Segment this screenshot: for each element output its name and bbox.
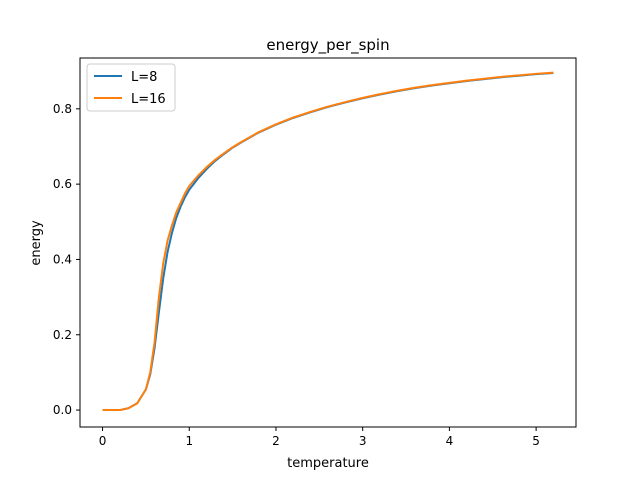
y-axis-label: energy [29, 220, 44, 266]
x-axis-label: temperature [287, 456, 369, 471]
legend-label-l8: L=8 [131, 70, 157, 85]
plot-area-frame [79, 57, 577, 428]
x-tick-label: 5 [532, 434, 540, 448]
series-line-l16 [102, 71, 554, 412]
series-layer [102, 71, 554, 412]
ticks-layer: 0 1 2 3 4 5 0.0 0.2 0.4 0.6 0.8 [53, 102, 540, 448]
chart-title: energy_per_spin [266, 36, 389, 55]
x-tick-label: 2 [272, 434, 280, 448]
x-tick-label: 1 [185, 434, 193, 448]
legend: L=8 L=16 [86, 63, 176, 112]
y-tick-label: 0.4 [53, 252, 72, 266]
x-tick-label: 3 [359, 434, 367, 448]
x-tick-label: 0 [99, 434, 107, 448]
y-tick-label: 0.8 [53, 102, 72, 116]
legend-label-l16: L=16 [131, 92, 166, 107]
y-tick-label: 0.2 [53, 328, 72, 342]
y-tick-label: 0.0 [53, 403, 72, 417]
y-tick-label: 0.6 [53, 177, 72, 191]
x-tick-label: 4 [446, 434, 454, 448]
